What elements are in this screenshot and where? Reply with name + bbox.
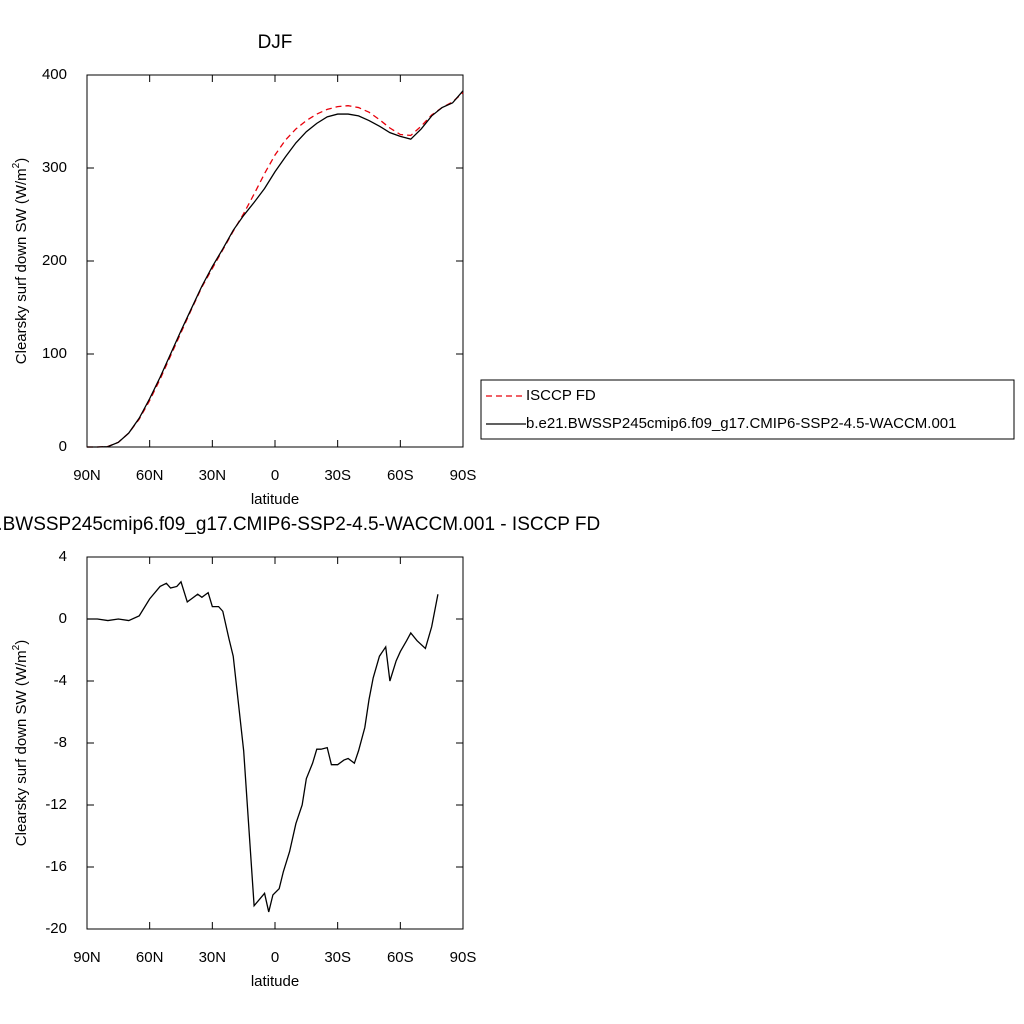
x-tick-label: 30N — [199, 467, 227, 484]
x-tick-label: 60S — [387, 467, 414, 484]
x-tick-label: 0 — [271, 949, 279, 966]
y-tick-label: 200 — [42, 252, 67, 269]
x-tick-label: 90N — [73, 467, 101, 484]
y-axis-label-text: Clearsky surf down SW (W/m — [13, 168, 30, 364]
x-axis-label: latitude — [251, 491, 299, 508]
plot-frame — [86, 74, 464, 448]
y-tick-label: -8 — [54, 734, 67, 751]
x-tick-label: 0 — [271, 467, 279, 484]
y-axis-label-end: ) — [13, 640, 30, 645]
x-axis-label: latitude — [251, 973, 299, 990]
x-tick-label: 60N — [136, 949, 164, 966]
y-axis-label-end: ) — [13, 158, 30, 163]
y-tick-label: 0 — [59, 438, 67, 455]
legend-box — [480, 379, 1015, 440]
x-tick-label: 90S — [450, 949, 477, 966]
chart-title: b.e21.BWSSP245cmip6.f09_g17.CMIP6-SSP2-4… — [0, 514, 600, 535]
y-axis-label: Clearsky surf down SW (W/m2) — [11, 640, 30, 846]
x-tick-label: 30S — [324, 949, 351, 966]
data-line — [87, 580, 439, 913]
legend-label: ISCCP FD — [526, 387, 596, 404]
chart-title: DJF — [258, 32, 293, 53]
y-axis-label-sup: 2 — [11, 644, 22, 650]
x-tick-label: 30S — [324, 467, 351, 484]
y-tick-label: 100 — [42, 345, 67, 362]
y-tick-label: -16 — [45, 858, 67, 875]
y-tick-label: -12 — [45, 796, 67, 813]
y-axis-label: Clearsky surf down SW (W/m2) — [11, 158, 30, 364]
plot-frame — [86, 556, 464, 930]
y-tick-label: 4 — [59, 548, 67, 565]
x-tick-label: 90S — [450, 467, 477, 484]
y-tick-label: -20 — [45, 920, 67, 937]
y-tick-label: 400 — [42, 66, 67, 83]
y-tick-label: -4 — [54, 672, 67, 689]
y-axis-label-sup: 2 — [11, 162, 22, 168]
x-tick-label: 90N — [73, 949, 101, 966]
data-line — [87, 92, 464, 448]
data-line — [87, 90, 464, 448]
y-axis-label-text: Clearsky surf down SW (W/m — [13, 650, 30, 846]
x-tick-label: 30N — [199, 949, 227, 966]
legend-label: b.e21.BWSSP245cmip6.f09_g17.CMIP6-SSP2-4… — [526, 415, 956, 432]
x-tick-label: 60S — [387, 949, 414, 966]
y-tick-label: 300 — [42, 159, 67, 176]
y-tick-label: 0 — [59, 610, 67, 627]
x-tick-label: 60N — [136, 467, 164, 484]
